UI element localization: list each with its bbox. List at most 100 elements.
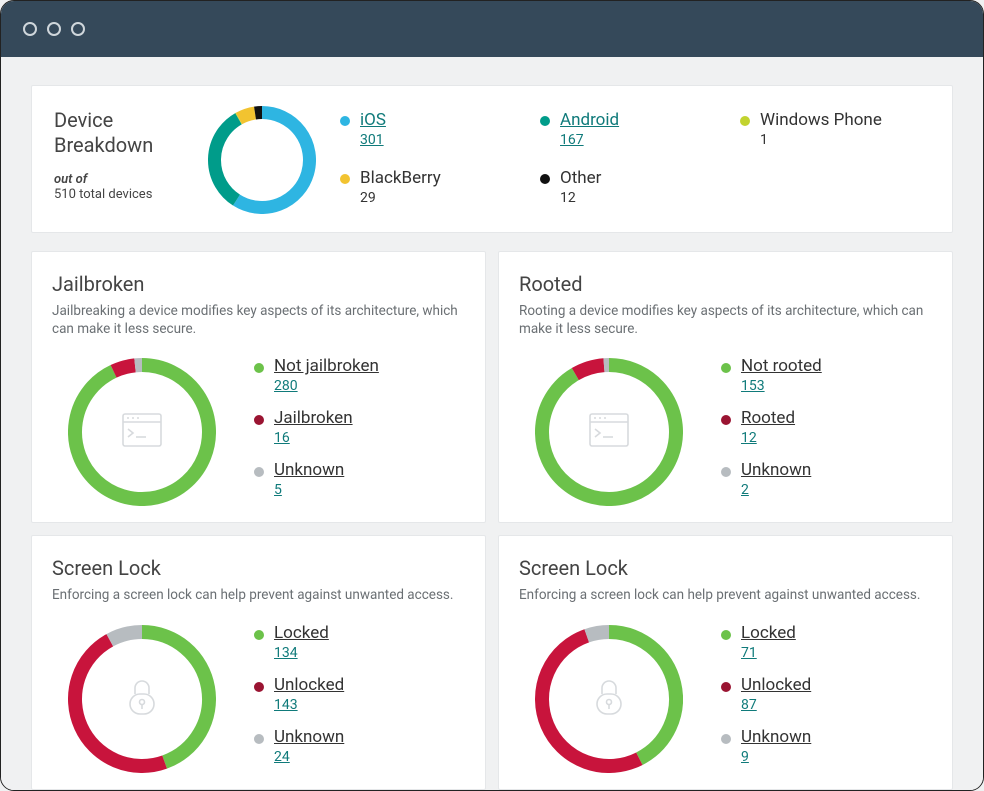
card-donut-col	[52, 354, 232, 506]
legend-dot-icon	[254, 467, 264, 477]
legend-text: Unknown 24	[274, 727, 344, 765]
legend-label: Windows Phone	[760, 110, 882, 130]
legend-count[interactable]: 71	[741, 645, 796, 661]
legend-label[interactable]: Locked	[741, 623, 796, 643]
breakdown-donut	[208, 106, 316, 214]
breakdown-legend-item: Other 12	[540, 168, 730, 206]
legend-count[interactable]: 153	[741, 378, 822, 394]
breakdown-legend-item: Android 167	[540, 110, 730, 148]
legend-label[interactable]: Not jailbroken	[274, 356, 379, 376]
card-body: Locked 71 Unlocked 87 Unknown 9	[519, 621, 932, 773]
card-legend-item: Unknown 5	[254, 460, 465, 498]
legend-label[interactable]: Unknown	[274, 460, 344, 480]
legend-count[interactable]: 87	[741, 697, 811, 713]
card-donut	[68, 625, 216, 773]
legend-text: Unknown 2	[741, 460, 811, 498]
legend-label[interactable]: iOS	[360, 110, 386, 130]
card-title: Rooted	[519, 272, 932, 296]
legend-label[interactable]: Unknown	[274, 727, 344, 747]
legend-count[interactable]: 280	[274, 378, 379, 394]
legend-dot-icon	[540, 116, 550, 126]
legend-text: Other 12	[560, 168, 601, 206]
terminal-icon	[589, 413, 629, 447]
legend-count[interactable]: 5	[274, 482, 344, 498]
legend-dot-icon	[340, 116, 350, 126]
donut-center-icon	[127, 678, 157, 720]
card-description: Jailbreaking a device modifies key aspec…	[52, 302, 465, 338]
window-dot-1[interactable]	[23, 22, 37, 36]
legend-count[interactable]: 143	[274, 697, 344, 713]
legend-count[interactable]: 2	[741, 482, 811, 498]
card-donut	[68, 358, 216, 506]
legend-dot-icon	[340, 174, 350, 184]
legend-label[interactable]: Unlocked	[274, 675, 344, 695]
card-rooted: RootedRooting a device modifies key aspe…	[498, 251, 953, 523]
legend-label[interactable]: Android	[560, 110, 619, 130]
legend-count[interactable]: 12	[741, 430, 795, 446]
app-window: Device Breakdown out of 510 total device…	[0, 0, 984, 791]
legend-text: Not jailbroken 280	[274, 356, 379, 394]
legend-dot-icon	[254, 734, 264, 744]
legend-dot-icon	[721, 467, 731, 477]
card-jailbroken: Jailbroken Jailbreaking a device modifies…	[31, 251, 486, 523]
breakdown-total: 510 total devices	[54, 187, 152, 202]
breakdown-subtitle: out of 510 total devices	[54, 172, 184, 202]
breakdown-outof-label: out of	[54, 172, 87, 187]
legend-count[interactable]: 134	[274, 645, 329, 661]
legend-dot-icon	[540, 174, 550, 184]
card-title: Screen Lock	[52, 556, 465, 580]
legend-label[interactable]: Jailbroken	[274, 408, 353, 428]
legend-label[interactable]: Locked	[274, 623, 329, 643]
breakdown-title-line1: Device	[54, 108, 113, 132]
card-legend-item: Unknown 2	[721, 460, 932, 498]
legend-count[interactable]: 167	[560, 132, 619, 148]
legend-dot-icon	[254, 682, 264, 692]
card-screenlock-left: Screen Lock Enforcing a screen lock can h…	[31, 535, 486, 789]
breakdown-title-line2: Breakdown	[54, 133, 153, 157]
card-body: Locked 134 Unlocked 143 Unknown 24	[52, 621, 465, 773]
legend-label[interactable]: Unknown	[741, 727, 811, 747]
card-screenlock-right: Screen LockEnforcing a screen lock can h…	[498, 535, 953, 789]
legend-label[interactable]: Unknown	[741, 460, 811, 480]
legend-dot-icon	[254, 630, 264, 640]
legend-text: Android 167	[560, 110, 619, 148]
legend-text: Unknown 5	[274, 460, 344, 498]
card-legend: Locked 134 Unlocked 143 Unknown 24	[254, 621, 465, 765]
legend-text: Unlocked 143	[274, 675, 344, 713]
window-dot-2[interactable]	[47, 22, 61, 36]
legend-count[interactable]: 24	[274, 749, 344, 765]
legend-label[interactable]: Not rooted	[741, 356, 822, 376]
legend-dot-icon	[254, 363, 264, 373]
content-area: Device Breakdown out of 510 total device…	[1, 57, 983, 791]
legend-dot-icon	[721, 630, 731, 640]
legend-text: Locked 134	[274, 623, 329, 661]
legend-dot-icon	[721, 363, 731, 373]
legend-text: Unlocked 87	[741, 675, 811, 713]
legend-label[interactable]: Unlocked	[741, 675, 811, 695]
legend-count[interactable]: 301	[360, 132, 386, 148]
legend-dot-icon	[721, 734, 731, 744]
breakdown-title: Device Breakdown	[54, 108, 184, 158]
donut-center-icon	[594, 678, 624, 720]
card-legend-item: Locked 71	[721, 623, 932, 661]
card-description: Enforcing a screen lock can help prevent…	[52, 586, 465, 604]
legend-text: Not rooted 153	[741, 356, 822, 394]
legend-count[interactable]: 16	[274, 430, 353, 446]
legend-label[interactable]: Rooted	[741, 408, 795, 428]
card-description: Enforcing a screen lock can help prevent…	[519, 586, 932, 604]
card-legend: Locked 71 Unlocked 87 Unknown 9	[721, 621, 932, 765]
legend-count[interactable]: 9	[741, 749, 811, 765]
breakdown-legend-item: iOS 301	[340, 110, 530, 148]
card-body: Not jailbroken 280 Jailbroken 16 Unknown…	[52, 354, 465, 506]
card-legend: Not rooted 153 Rooted 12 Unknown 2	[721, 354, 932, 498]
breakdown-title-block: Device Breakdown out of 510 total device…	[54, 108, 184, 202]
legend-dot-icon	[254, 415, 264, 425]
card-body: Not rooted 153 Rooted 12 Unknown 2	[519, 354, 932, 506]
lock-icon	[127, 678, 157, 716]
legend-count: 12	[560, 190, 601, 206]
card-legend-item: Unknown 24	[254, 727, 465, 765]
cards-grid: Jailbroken Jailbreaking a device modifies…	[31, 251, 953, 790]
window-dot-3[interactable]	[71, 22, 85, 36]
breakdown-legend-item: Windows Phone 1	[740, 110, 930, 148]
legend-text: Windows Phone 1	[760, 110, 882, 148]
